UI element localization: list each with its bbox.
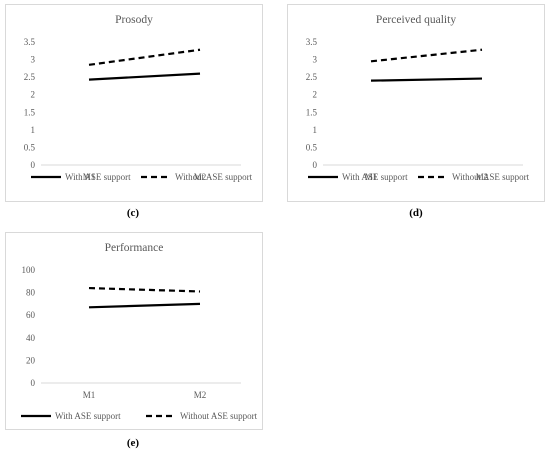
chart-svg: 0 0.5 1 1.5 2 2.5 3 3.5 M1 M2 With ASE support With… <box>24 37 253 182</box>
chart-caption: (d) <box>409 207 423 219</box>
chart-caption: (c) <box>126 207 140 219</box>
y-tick-label: 60 <box>26 310 36 320</box>
y-tick-label: 2.5 <box>306 72 318 82</box>
chart-svg: 0 20 40 60 80 100 M1 M2 With ASE support Without … <box>21 265 258 421</box>
y-tick-label: 2 <box>313 90 318 100</box>
y-tick-label: 3 <box>313 55 318 65</box>
legend-label: With ASE support <box>342 172 408 182</box>
chart-caption: (e) <box>126 437 140 449</box>
y-tick-label: 3.5 <box>24 37 36 47</box>
chart-title: Perceived quality <box>375 14 457 26</box>
chart-title: Prosody <box>115 14 153 26</box>
y-tick-label: 40 <box>26 333 36 343</box>
chart-panel-performance: Performance 0 20 40 60 80 100 M1 M2 With ASE sup… <box>5 232 263 430</box>
y-tick-label: 0 <box>31 160 36 170</box>
legend-label: Without ASE support <box>180 411 258 421</box>
y-tick-label: 3.5 <box>306 37 318 47</box>
x-tick-label: M2 <box>476 172 489 182</box>
x-tick-label: M2 <box>194 390 207 400</box>
x-tick-label: M1 <box>83 172 96 182</box>
series-line-with-ase-support <box>370 77 483 82</box>
chart-title: Performance <box>104 242 164 254</box>
chart-panel-prosody: Prosody 0 0.5 1 1.5 2 2.5 3 3.5 M1 M2 With ASE sup… <box>5 4 263 202</box>
y-tick-label: 3 <box>31 55 36 65</box>
chart-panel-perceived-quality: Perceived quality 0 0.5 1 1.5 2 2.5 3 3.5 M1 M2 Wi… <box>287 4 545 202</box>
y-tick-label: 1.5 <box>306 107 318 117</box>
series-line-with-ase-support <box>88 72 201 81</box>
x-tick-label: M1 <box>83 390 96 400</box>
y-tick-label: 20 <box>26 355 36 365</box>
y-tick-label: 0 <box>31 378 36 388</box>
y-tick-label: 2 <box>31 90 36 100</box>
chart-svg: 0 0.5 1 1.5 2 2.5 3 3.5 M1 M2 With ASE support With… <box>306 37 530 182</box>
series-line-without-ase-support <box>88 286 201 293</box>
x-tick-label: M2 <box>194 172 207 182</box>
y-tick-label: 0.5 <box>24 142 36 152</box>
series-line-without-ase-support <box>370 48 483 63</box>
legend-label: With ASE support <box>65 172 131 182</box>
y-tick-label: 1 <box>313 125 318 135</box>
y-tick-label: 0 <box>313 160 318 170</box>
y-tick-label: 1.5 <box>24 107 36 117</box>
y-tick-label: 2.5 <box>24 72 36 82</box>
legend-label: Without ASE support <box>452 172 530 182</box>
y-tick-label: 0.5 <box>306 142 318 152</box>
series-line-with-ase-support <box>88 302 201 309</box>
x-tick-label: M1 <box>365 172 378 182</box>
legend-label: With ASE support <box>55 411 121 421</box>
y-tick-label: 1 <box>31 125 36 135</box>
y-tick-label: 100 <box>22 265 36 275</box>
y-tick-label: 80 <box>26 288 36 298</box>
legend-label: Without ASE support <box>175 172 253 182</box>
series-line-without-ase-support <box>88 48 201 66</box>
